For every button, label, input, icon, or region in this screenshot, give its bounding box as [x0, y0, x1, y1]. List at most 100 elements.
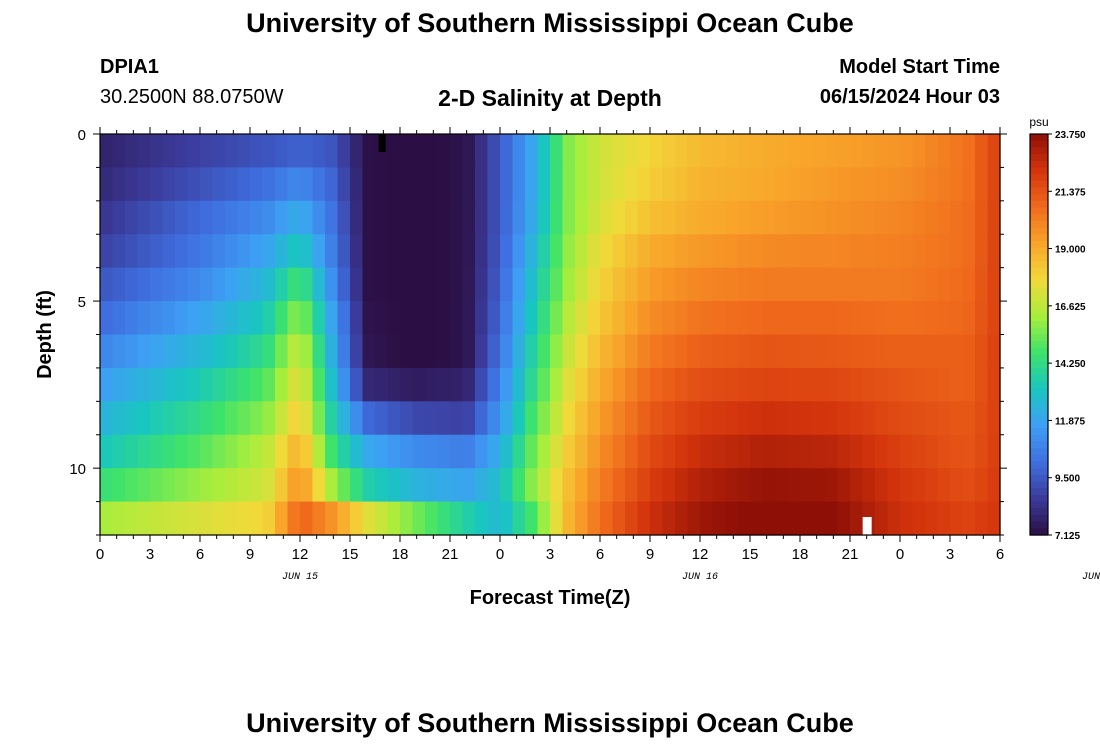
chart-subtitle: 2-D Salinity at Depth — [438, 85, 662, 111]
heatmap-cell — [512, 167, 526, 202]
heatmap-cell — [425, 200, 439, 235]
heatmap-cell — [637, 234, 651, 269]
heatmap-cell — [712, 267, 726, 302]
heatmap-cell — [662, 234, 676, 269]
heatmap-cell — [625, 468, 639, 503]
heatmap-cell — [825, 167, 839, 202]
colorbar-segment — [1030, 461, 1048, 469]
heatmap-cell — [612, 134, 626, 169]
heatmap-cell — [962, 200, 976, 235]
heatmap-cell — [787, 301, 801, 336]
heatmap-cell — [525, 501, 539, 536]
heatmap-cell — [612, 234, 626, 269]
heatmap-cell — [862, 267, 876, 302]
heatmap-cell — [650, 301, 664, 336]
heatmap-cell — [737, 301, 751, 336]
heatmap-cell — [425, 167, 439, 202]
heatmap-cell — [750, 134, 764, 169]
heatmap-cell — [662, 367, 676, 402]
x-tick-label: 15 — [742, 546, 759, 563]
heatmap-cell — [262, 167, 276, 202]
heatmap-cell — [800, 167, 814, 202]
heatmap-cell — [287, 434, 301, 469]
heatmap-cell — [750, 434, 764, 469]
heatmap-cell — [825, 434, 839, 469]
heatmap-cell — [225, 167, 239, 202]
heatmap-cell — [525, 267, 539, 302]
heatmap-cell — [612, 301, 626, 336]
data-marker — [862, 517, 872, 535]
heatmap-cell — [862, 367, 876, 402]
heatmap-cell — [987, 434, 1001, 469]
heatmap-cell — [937, 501, 951, 536]
heatmap-cell — [675, 501, 689, 536]
heatmap-cell — [200, 334, 214, 369]
heatmap-cell — [412, 167, 426, 202]
heatmap-cell — [262, 367, 276, 402]
data-marker — [378, 134, 386, 152]
heatmap-cell — [225, 301, 239, 336]
heatmap-cell — [587, 267, 601, 302]
heatmap-cell — [462, 434, 476, 469]
heatmap-cell — [500, 367, 514, 402]
colorbar-tick-label: 7.125 — [1055, 531, 1080, 542]
heatmap-cell — [862, 468, 876, 503]
heatmap-cell — [925, 468, 939, 503]
heatmap-cell — [837, 134, 851, 169]
heatmap-cell — [937, 334, 951, 369]
heatmap-cell — [750, 200, 764, 235]
heatmap-cell — [437, 301, 451, 336]
heatmap-cell — [112, 468, 126, 503]
heatmap-cell — [562, 200, 576, 235]
heatmap-cell — [825, 301, 839, 336]
heatmap-cell — [850, 468, 864, 503]
heatmap-cell — [525, 234, 539, 269]
heatmap-cell — [712, 468, 726, 503]
heatmap-cell — [375, 367, 389, 402]
heatmap-cell — [100, 301, 114, 336]
heatmap-cell — [337, 134, 351, 169]
heatmap-cell — [737, 401, 751, 436]
heatmap-cell — [162, 267, 176, 302]
heatmap-cell — [750, 234, 764, 269]
heatmap-cell — [175, 234, 189, 269]
heatmap-cell — [362, 200, 376, 235]
heatmap-cell — [862, 200, 876, 235]
heatmap-cell — [875, 334, 889, 369]
heatmap-cell — [950, 334, 964, 369]
heatmap-cell — [862, 134, 876, 169]
heatmap-cell — [350, 334, 364, 369]
colorbar-segment — [1030, 180, 1048, 189]
heatmap-cell — [112, 301, 126, 336]
heatmap-cell — [150, 301, 164, 336]
heatmap-cell — [562, 434, 576, 469]
heatmap-cell — [275, 134, 289, 169]
heatmap-cell — [425, 234, 439, 269]
heatmap-cell — [387, 267, 401, 302]
heatmap-cell — [212, 301, 226, 336]
heatmap-cell — [787, 434, 801, 469]
heatmap-cell — [437, 468, 451, 503]
heatmap-cell — [375, 334, 389, 369]
heatmap-cell — [337, 501, 351, 536]
heatmap-cell — [712, 434, 726, 469]
colorbar-segment — [1030, 454, 1048, 463]
heatmap-cell — [312, 234, 326, 269]
heatmap-cell — [475, 267, 489, 302]
heatmap-cell — [500, 267, 514, 302]
heatmap-cell — [175, 367, 189, 402]
heatmap-cell — [137, 167, 151, 202]
heatmap-cell — [887, 401, 901, 436]
heatmap-cell — [662, 134, 676, 169]
heatmap-cell — [950, 134, 964, 169]
colorbar-segment — [1030, 488, 1048, 496]
heatmap-cell — [350, 167, 364, 202]
heatmap-cell — [750, 301, 764, 336]
heatmap-cell — [250, 501, 264, 536]
heatmap-cell — [112, 267, 126, 302]
heatmap-cell — [862, 334, 876, 369]
heatmap-cell — [762, 501, 776, 536]
heatmap-cell — [650, 267, 664, 302]
heatmap-cell — [487, 334, 501, 369]
heatmap-cell — [850, 367, 864, 402]
